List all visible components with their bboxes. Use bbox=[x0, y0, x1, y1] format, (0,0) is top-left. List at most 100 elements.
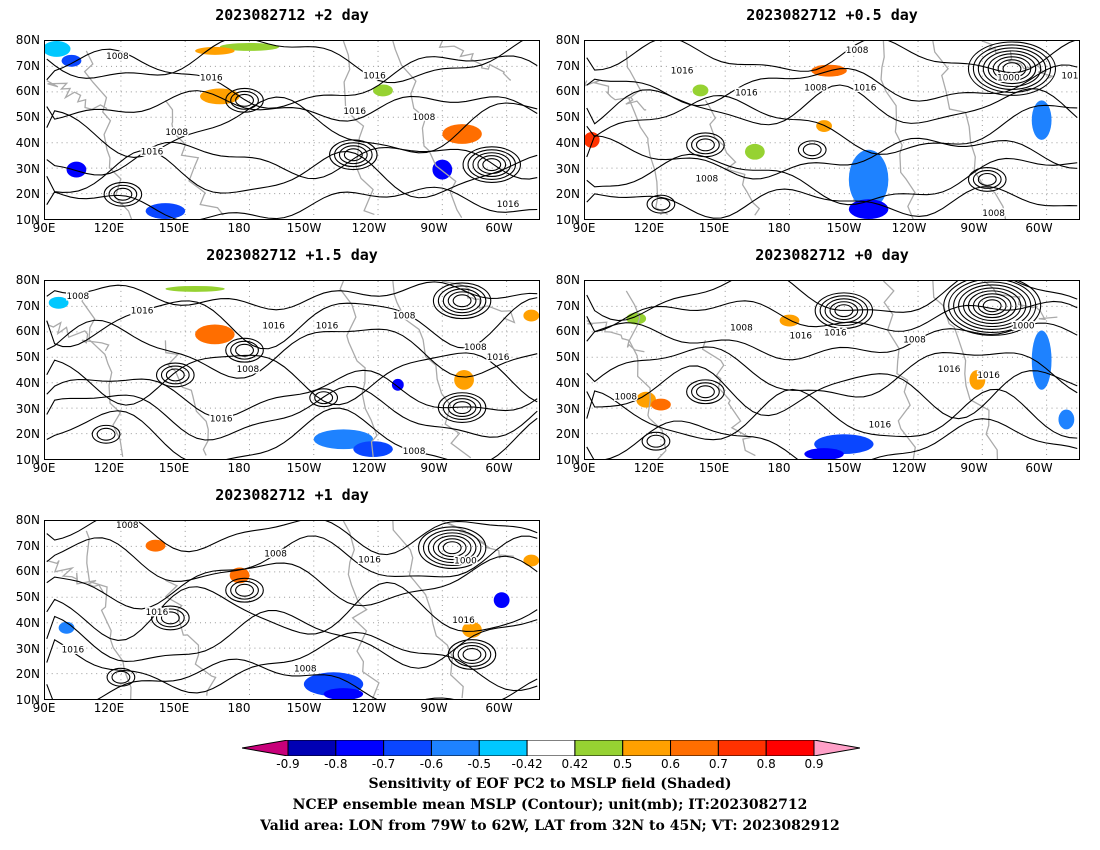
closed-contour bbox=[472, 152, 512, 178]
coastline bbox=[392, 521, 464, 699]
contour-label: 1016 bbox=[1061, 72, 1079, 82]
contour-label: 1016 bbox=[824, 328, 847, 338]
lat-tick-label: 60N bbox=[15, 84, 40, 99]
lon-tick-label: 180 bbox=[767, 221, 791, 235]
sensitivity-shading bbox=[1031, 330, 1052, 390]
closed-contour bbox=[477, 155, 507, 175]
contour-label: 1016 bbox=[735, 88, 758, 98]
sensitivity-shading bbox=[454, 370, 474, 390]
contour-label: 1008 bbox=[393, 312, 416, 322]
sensitivity-shading bbox=[1058, 409, 1075, 430]
lon-tick-label: 120W bbox=[351, 461, 387, 475]
contour-label: 1008 bbox=[903, 335, 926, 345]
lon-tick-label: 90E bbox=[572, 461, 596, 475]
lat-tick-label: 50N bbox=[15, 350, 40, 365]
lon-tick-label: 120E bbox=[93, 221, 125, 235]
lat-tick-label: 40N bbox=[15, 615, 40, 630]
lat-tick-label: 20N bbox=[15, 667, 40, 682]
colorbar-swatch bbox=[574, 740, 624, 756]
lon-tick-label: 90W bbox=[960, 461, 988, 475]
closed-contour bbox=[646, 434, 666, 448]
lon-tick-label: 90W bbox=[960, 221, 988, 235]
lat-tick-label: 70N bbox=[15, 58, 40, 73]
closed-contour bbox=[641, 431, 671, 451]
caption-shading: Sensitivity of EOF PC2 to MSLP field (Sh… bbox=[368, 776, 732, 792]
closed-contour bbox=[103, 181, 143, 207]
lat-tick-label: 50N bbox=[15, 110, 40, 125]
isobar-contour bbox=[46, 96, 538, 158]
sensitivity-shading bbox=[195, 324, 235, 345]
sensitivity-shading bbox=[626, 312, 647, 325]
coastline bbox=[339, 281, 378, 458]
lat-tick-label: 30N bbox=[555, 401, 580, 416]
closed-contour bbox=[695, 138, 715, 152]
isobar-contour bbox=[46, 90, 538, 122]
closed-contour bbox=[462, 648, 482, 661]
sensitivity-shading bbox=[229, 567, 250, 584]
lat-tick-label: 60N bbox=[555, 324, 580, 339]
lat-tick-label: 30N bbox=[15, 401, 40, 416]
lat-tick-label: 40N bbox=[555, 375, 580, 390]
colorbar-tick-label: 0.5 bbox=[613, 757, 633, 771]
lon-tick-label: 150W bbox=[286, 221, 322, 235]
isobar-contour bbox=[586, 41, 1076, 74]
closed-contour bbox=[819, 295, 869, 327]
isobar-contour bbox=[586, 365, 1078, 420]
closed-contour bbox=[235, 93, 254, 107]
lat-tick-label: 50N bbox=[15, 590, 40, 605]
coastline bbox=[932, 41, 1007, 219]
contour-label: 1000 bbox=[1012, 321, 1035, 331]
sensitivity-shading bbox=[391, 378, 404, 391]
coastline bbox=[982, 281, 1058, 321]
closed-contour bbox=[230, 340, 259, 360]
isobar-contour bbox=[46, 658, 538, 699]
sensitivity-shading bbox=[66, 161, 87, 178]
sensitivity-shading bbox=[651, 398, 671, 411]
lon-tick-label: 150E bbox=[158, 221, 190, 235]
map-panel-2: 1008 1016 1016 1008 1016 1000 1016 1008 1008 bbox=[584, 40, 1080, 220]
closed-contour bbox=[977, 47, 1047, 90]
closed-contour bbox=[338, 145, 368, 165]
contour-label: 1016 bbox=[363, 72, 386, 82]
closed-contour bbox=[165, 368, 185, 382]
coastline bbox=[438, 41, 512, 82]
contour-label: 1016 bbox=[131, 307, 154, 317]
closed-contour bbox=[447, 291, 477, 311]
coastline bbox=[442, 281, 516, 324]
lon-tick-label: 150E bbox=[158, 701, 190, 715]
closed-contour bbox=[343, 148, 363, 162]
closed-contour bbox=[972, 170, 1002, 189]
closed-contour bbox=[953, 281, 1032, 330]
closed-contour bbox=[797, 140, 827, 160]
sensitivity-shading bbox=[442, 124, 482, 144]
contour-label: 1008 bbox=[696, 174, 719, 184]
sensitivity-shading bbox=[353, 441, 393, 458]
lat-tick-label: 10N bbox=[555, 453, 580, 467]
isobar-contour bbox=[46, 581, 538, 642]
sensitivity-shading bbox=[45, 41, 71, 57]
map-panel-4: 1008 1008 1016 1016 1000 1008 1016 1016 1016 bbox=[584, 280, 1080, 460]
isobar-contour bbox=[46, 141, 538, 180]
isobar-contour bbox=[586, 388, 1078, 441]
isobar-contour bbox=[586, 346, 1078, 398]
caption-contour: NCEP ensemble mean MSLP (Contour); unit(… bbox=[292, 797, 808, 813]
lat-tick-label: 10N bbox=[555, 213, 580, 227]
closed-contour bbox=[802, 143, 822, 157]
lat-tick-label: 20N bbox=[555, 187, 580, 202]
closed-contour bbox=[447, 639, 497, 670]
colorbar-tick-label: 0.6 bbox=[660, 757, 681, 771]
coastline bbox=[342, 521, 380, 699]
contour-label: 1008 bbox=[614, 393, 637, 403]
closed-contour bbox=[155, 362, 195, 388]
lat-tick-label: 40N bbox=[15, 375, 40, 390]
colorbar-swatch bbox=[670, 740, 719, 756]
map-canvas: 1008 1008 1016 1016 1000 1008 1016 1016 1016 bbox=[586, 281, 1078, 459]
sensitivity-shading bbox=[219, 42, 280, 51]
colorbar-tick-label: -0.42 bbox=[511, 757, 543, 771]
closed-contour bbox=[442, 395, 482, 420]
isobar-contour bbox=[586, 95, 1078, 155]
lat-tick-label: 80N bbox=[555, 33, 580, 47]
closed-contour bbox=[108, 184, 138, 204]
closed-contour bbox=[829, 301, 859, 321]
closed-contour bbox=[160, 611, 180, 625]
